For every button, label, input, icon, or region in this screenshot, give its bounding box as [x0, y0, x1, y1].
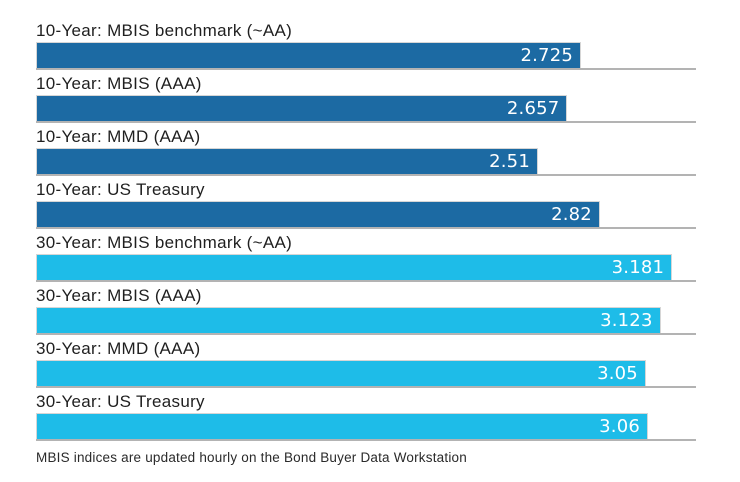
bar-category-label: 10-Year: MMD (AAA) [36, 127, 201, 146]
bar-row-30y-mbis-aaa: 30-Year: MBIS (AAA) 3.123 [36, 286, 696, 335]
bar-row-10y-mmd-aaa: 10-Year: MMD (AAA) 2.51 [36, 127, 696, 176]
bar-row-10y-us-treasury: 10-Year: US Treasury 2.82 [36, 180, 696, 229]
bar-category-label: 10-Year: MBIS benchmark (~AA) [36, 21, 293, 40]
bar-value-label: 3.181 [611, 257, 665, 278]
bar-category-label: 30-Year: MMD (AAA) [36, 339, 201, 358]
bar-track: 3.06 [36, 413, 696, 441]
bar-row-30y-mmd-aaa: 30-Year: MMD (AAA) 3.05 [36, 339, 696, 388]
bar-track: 2.82 [36, 201, 696, 229]
bar-10y-mbis-benchmark: 2.725 [36, 42, 582, 68]
bar-10y-us-treasury: 2.82 [36, 201, 600, 227]
bar-value-label: 2.51 [489, 151, 530, 172]
bar-track: 3.05 [36, 360, 696, 388]
yield-bar-chart: 10-Year: MBIS benchmark (~AA) 2.725 10-Y… [36, 21, 696, 465]
bar-category-label: 30-Year: US Treasury [36, 392, 205, 411]
bar-track: 3.181 [36, 254, 696, 282]
bar-category-label: 10-Year: MBIS (AAA) [36, 74, 202, 93]
bar-30y-mmd-aaa: 3.05 [36, 360, 646, 386]
bar-value-label: 3.06 [599, 416, 641, 437]
bar-track: 3.123 [36, 307, 696, 335]
bar-10y-mbis-aaa: 2.657 [36, 95, 568, 121]
bar-row-30y-mbis-benchmark: 30-Year: MBIS benchmark (~AA) 3.181 [36, 233, 696, 282]
bar-category-label: 30-Year: MBIS (AAA) [36, 286, 202, 305]
bar-track: 2.51 [36, 148, 696, 176]
bar-category-label: 10-Year: US Treasury [36, 180, 205, 199]
bar-30y-mbis-aaa: 3.123 [36, 307, 661, 333]
bar-track: 2.725 [36, 42, 696, 70]
bar-value-label: 3.123 [600, 310, 653, 331]
bar-value-label: 2.82 [551, 204, 592, 225]
bar-track: 2.657 [36, 95, 696, 123]
bar-value-label: 2.725 [520, 45, 574, 66]
bar-30y-us-treasury: 3.06 [36, 413, 649, 439]
bar-category-label: 30-Year: MBIS benchmark (~AA) [36, 233, 293, 252]
chart-footnote: MBIS indices are updated hourly on the B… [36, 450, 467, 465]
bar-30y-mbis-benchmark: 3.181 [36, 254, 673, 280]
bar-row-10y-mbis-benchmark: 10-Year: MBIS benchmark (~AA) 2.725 [36, 21, 696, 70]
bar-row-10y-mbis-aaa: 10-Year: MBIS (AAA) 2.657 [36, 74, 696, 123]
bar-row-30y-us-treasury: 30-Year: US Treasury 3.06 [36, 392, 696, 441]
bar-value-label: 3.05 [597, 363, 638, 384]
bar-10y-mmd-aaa: 2.51 [36, 148, 538, 174]
bar-value-label: 2.657 [506, 98, 560, 119]
